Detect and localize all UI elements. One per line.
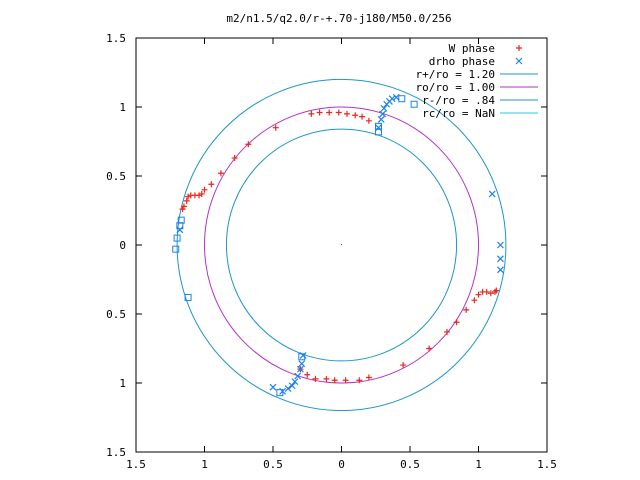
x-tick-label: 0.5 (400, 458, 420, 471)
w-phase-point (359, 113, 366, 120)
chart-title: m2/n1.5/q2.0/r-+.70-j180/M50.0/256 (226, 12, 451, 25)
circle-r-plus (176, 78, 507, 412)
y-tick-label: 1.5 (106, 32, 126, 45)
w-phase-point (483, 288, 490, 295)
w-phase-point (342, 377, 349, 384)
w-phase-point (312, 375, 319, 382)
w-phase-point (471, 297, 478, 304)
legend-swatch (515, 57, 523, 65)
y-tick-label: 0 (119, 239, 126, 252)
origin-marker (341, 244, 342, 245)
w-phase-point (453, 319, 460, 326)
x-tick-label: 1.5 (537, 458, 557, 471)
drho-phase-point (488, 190, 496, 198)
w-phase-point (426, 345, 433, 352)
w-phase-point (185, 193, 192, 200)
drho-phase-point (298, 360, 306, 368)
w-phase-point (180, 203, 187, 210)
legend-swatch (516, 45, 522, 51)
legend-label: r-/ro = .84 (422, 94, 495, 107)
drho-phase-point (380, 104, 388, 112)
w-phase-point (400, 362, 407, 369)
drho-phase-point (176, 222, 184, 230)
legend-label: ro/ro = 1.00 (416, 81, 495, 94)
reference-circles (176, 78, 507, 412)
w-phase-point (356, 377, 363, 384)
y-tick-label: 1.5 (106, 446, 126, 459)
drho-phase-point (398, 95, 406, 103)
w-phase-point (245, 141, 252, 148)
w-phase-point (208, 181, 215, 188)
drho-phase-point (269, 383, 277, 391)
legend-label: W phase (449, 42, 495, 55)
drho-phase-point (284, 385, 292, 392)
w-phase-point (463, 306, 470, 313)
w-phase-point (304, 371, 311, 378)
drho-phase-point (184, 293, 192, 301)
w-phase-point (491, 288, 498, 295)
drho-phase-point (496, 255, 504, 263)
x-tick-label: 0 (338, 458, 345, 471)
w-phase-point (493, 287, 500, 294)
x-tick-label: 1 (475, 458, 482, 471)
drho-phase-point (173, 234, 181, 242)
drho-phase-point (276, 389, 284, 397)
x-tick-label: 1 (201, 458, 208, 471)
w-phase-point (198, 190, 205, 197)
w-phase-point (365, 117, 372, 124)
w-phase-point (308, 110, 315, 117)
phase-points (172, 93, 504, 397)
drho-phase-point (288, 382, 296, 390)
w-phase-point (326, 109, 333, 116)
w-phase-point (343, 110, 350, 117)
w-phase-point (323, 375, 330, 382)
w-phase-point (487, 290, 494, 297)
legend-label: drho phase (429, 55, 495, 68)
drho-phase-point (496, 266, 504, 274)
axis-ticks: 1.5 1 0.5 0 0.5 1 1.51.510.500.511.5 (106, 32, 557, 471)
drho-phase-point (296, 365, 304, 373)
legend-label: r+/ro = 1.20 (416, 68, 495, 81)
drho-phase-point (410, 100, 418, 108)
w-phase-point (335, 109, 342, 116)
drho-phase-point (496, 241, 504, 249)
drho-phase-point (294, 372, 302, 380)
w-phase-point (316, 109, 323, 116)
drho-phase-point (377, 115, 385, 123)
drho-phase-point (176, 226, 184, 234)
legend-label: rc/ro = NaN (422, 107, 495, 120)
w-phase-point (231, 155, 238, 162)
w-phase-point (217, 170, 224, 177)
drho-phase-point (298, 353, 306, 361)
y-tick-label: 1 (119, 101, 126, 114)
y-tick-label: 0.5 (106, 170, 126, 183)
w-phase-point (443, 328, 450, 335)
w-phase-point (365, 374, 372, 381)
w-phase-point (475, 291, 482, 298)
drho-phase-point (379, 110, 387, 118)
w-phase-point (272, 124, 279, 131)
x-tick-label: 0.5 (263, 458, 283, 471)
y-tick-label: 1 (119, 377, 126, 390)
w-phase-point (179, 206, 186, 213)
circle-r-minus (225, 128, 458, 362)
w-phase-point (187, 192, 194, 199)
y-tick-label: 0.5 (106, 308, 126, 321)
drho-phase-point (374, 122, 382, 130)
drho-phase-point (172, 245, 180, 253)
w-phase-point (201, 186, 208, 193)
circle-r-zero (204, 106, 479, 384)
w-phase-point (183, 197, 190, 204)
drho-phase-point (291, 378, 299, 386)
x-tick-label: 1.5 (126, 458, 146, 471)
w-phase-point (352, 112, 359, 119)
drho-phase-point (388, 95, 396, 103)
w-phase-point (331, 377, 338, 384)
